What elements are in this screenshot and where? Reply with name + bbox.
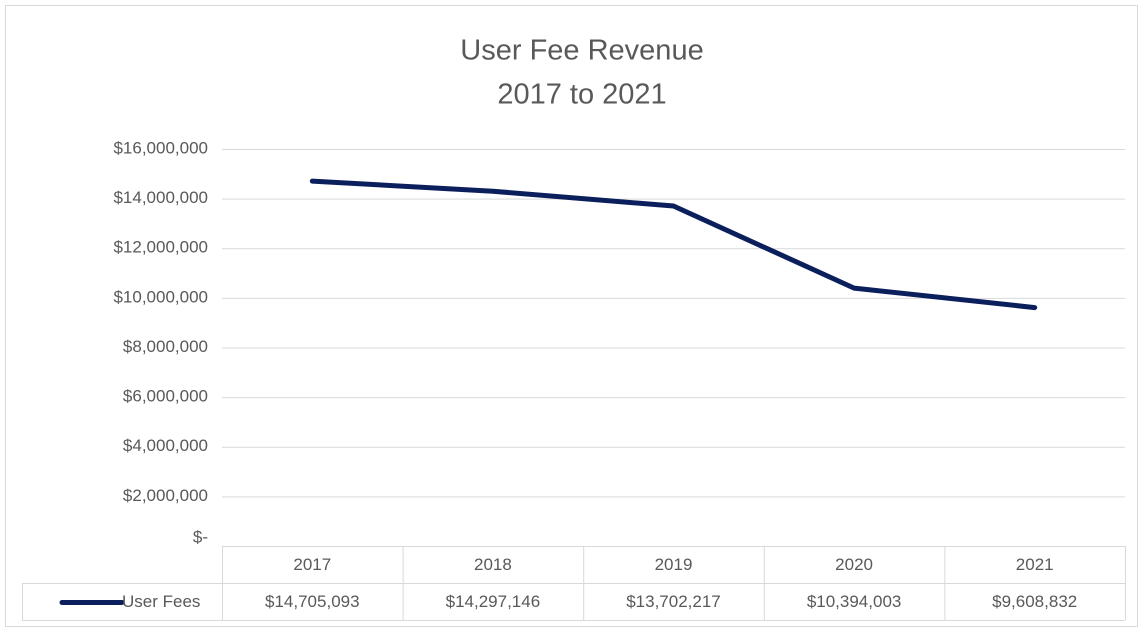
chart-border <box>5 5 1138 627</box>
y-tick-label: $- <box>193 527 208 546</box>
x-tick-label: 2019 <box>655 555 693 574</box>
y-tick-label: $12,000,000 <box>113 238 208 257</box>
chart-title: User Fee Revenue <box>460 35 703 67</box>
chart-subtitle: 2017 to 2021 <box>497 79 666 111</box>
y-tick-label: $10,000,000 <box>113 287 208 306</box>
data-table-value: $14,705,093 <box>265 592 360 611</box>
legend-label: User Fees <box>122 592 200 611</box>
data-table-value: $14,297,146 <box>446 592 541 611</box>
x-tick-label: 2018 <box>474 555 512 574</box>
x-tick-label: 2017 <box>293 555 331 574</box>
data-table-value: $13,702,217 <box>626 592 721 611</box>
y-tick-label: $6,000,000 <box>123 387 208 406</box>
y-tick-label: $14,000,000 <box>113 188 208 207</box>
y-tick-label: $16,000,000 <box>113 138 208 157</box>
y-tick-label: $8,000,000 <box>123 337 208 356</box>
data-table-value: $10,394,003 <box>807 592 902 611</box>
x-tick-label: 2021 <box>1016 555 1054 574</box>
y-tick-label: $4,000,000 <box>123 436 208 455</box>
data-table-value: $9,608,832 <box>992 592 1077 611</box>
x-tick-label: 2020 <box>835 555 873 574</box>
series-line <box>309 178 1038 311</box>
y-tick-label: $2,000,000 <box>123 486 208 505</box>
